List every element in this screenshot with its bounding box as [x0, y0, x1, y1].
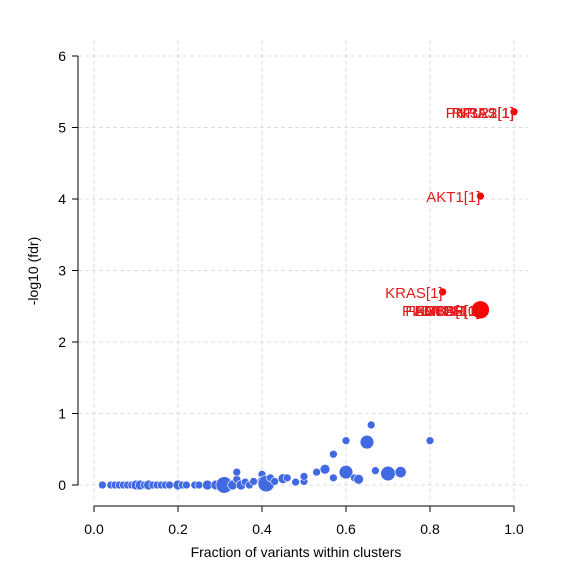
data-point	[329, 450, 338, 459]
point-label: FAM83H[1]	[405, 303, 480, 320]
point-label: RPL22[1]	[451, 105, 514, 122]
y-ticks: 0 1 2 3 4 5 6	[58, 48, 78, 493]
x-ticks: 0.0 0.2 0.4 0.6 0.8 1.0	[84, 506, 524, 537]
y-tick-label: 6	[58, 48, 66, 64]
point-label: ERBB2[1]	[415, 303, 481, 320]
point-label: DNER[1]	[421, 303, 480, 320]
data-points	[98, 107, 519, 494]
y-tick-label: 3	[58, 263, 66, 279]
data-point	[359, 434, 375, 450]
significant-point	[438, 287, 447, 297]
y-axis-title: -log10 (fdr)	[25, 237, 41, 305]
significant-point	[509, 107, 519, 117]
data-point	[182, 480, 191, 490]
data-point	[291, 477, 300, 487]
data-point	[425, 436, 435, 445]
data-point	[319, 464, 331, 475]
data-point	[338, 464, 354, 480]
y-tick-label: 1	[58, 406, 66, 422]
data-point	[371, 466, 380, 475]
y-tick-label: 0	[58, 477, 66, 493]
y-tick-label: 5	[58, 120, 66, 136]
data-point	[98, 480, 107, 490]
data-point	[353, 474, 364, 485]
point-label: KRAS[1]	[385, 285, 443, 302]
data-point	[282, 473, 292, 483]
point-label: PIK3CA[10]	[402, 303, 480, 320]
point-label: PIK3R1[1]	[446, 105, 514, 122]
grid-lines	[78, 40, 528, 501]
data-point	[366, 420, 376, 430]
data-point	[299, 472, 309, 481]
x-tick-label: 0.6	[336, 521, 356, 537]
x-tick-label: 0.4	[252, 521, 272, 537]
data-point	[232, 467, 242, 477]
x-tick-label: 1.0	[504, 521, 524, 537]
data-point	[270, 477, 279, 486]
axes	[77, 56, 514, 507]
x-axis-title: Fraction of variants within clusters	[191, 544, 402, 560]
point-labels: NRAS[1]PIK3R1[1]RPL22[1] AKT1[1] KRAS[1]FA…	[385, 105, 514, 320]
y-tick-label: 2	[58, 334, 66, 350]
point-label: NRAS[1]	[456, 105, 514, 122]
data-point	[341, 436, 351, 445]
significant-point	[471, 300, 490, 320]
significant-point	[476, 191, 485, 201]
data-point	[194, 480, 204, 490]
x-tick-label: 0.2	[168, 521, 188, 537]
data-point	[249, 477, 258, 486]
data-point	[380, 465, 396, 482]
point-label: CTCF[1]	[424, 303, 481, 320]
point-label: AKT1[1]	[426, 189, 480, 206]
y-tick-label: 4	[58, 191, 66, 207]
data-point	[329, 473, 338, 483]
data-point	[312, 467, 321, 477]
data-point	[394, 466, 407, 479]
x-tick-label: 0.8	[420, 521, 440, 537]
x-tick-label: 0.0	[84, 521, 104, 537]
data-point	[165, 480, 174, 490]
